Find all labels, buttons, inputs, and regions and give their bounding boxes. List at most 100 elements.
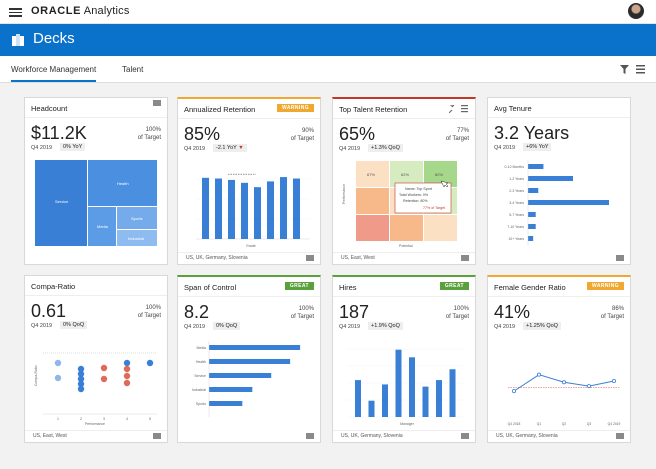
category-label: 5-7 Years bbox=[509, 213, 524, 217]
bar bbox=[528, 188, 539, 193]
card-avg-tenure[interactable]: Avg Tenure 3.2 Years Q4 2019 +6% YoY 0-1… bbox=[487, 97, 631, 265]
treemap-cell-sports[interactable] bbox=[117, 207, 157, 229]
comment-icon[interactable] bbox=[616, 255, 624, 261]
heatmap-cell[interactable] bbox=[424, 215, 457, 241]
comment-icon[interactable] bbox=[461, 433, 469, 439]
heatmap-cell[interactable] bbox=[424, 161, 457, 187]
kpi-delta: +1.3% QoQ bbox=[368, 144, 403, 152]
x-tick-label: 1 bbox=[57, 417, 59, 421]
decks-icon bbox=[12, 34, 24, 46]
heatmap-cell[interactable] bbox=[356, 188, 389, 214]
treemap-cell-service[interactable] bbox=[35, 160, 87, 246]
scatter-point bbox=[146, 359, 154, 367]
filter-summary: US, UK, Germany, Slovenia bbox=[341, 433, 403, 439]
card-footer: US, UK, Germany, Slovenia bbox=[488, 430, 630, 442]
app-header: ORACLE Analytics bbox=[0, 0, 656, 24]
card-hires[interactable]: Hires GREAT 187 100% of Target Q4 2019 +1… bbox=[332, 275, 476, 443]
kpi-period: Q4 2019 bbox=[184, 146, 206, 152]
treemap-chart[interactable]: Service Health Media Sports Industrial bbox=[31, 158, 161, 248]
bar bbox=[209, 359, 291, 364]
kpi-delta: +1.25% QoQ bbox=[523, 322, 561, 330]
heatmap-cell[interactable] bbox=[390, 161, 423, 187]
card-top-talent-retention[interactable]: Top Talent Retention 65% 77% of Target Q4… bbox=[332, 97, 476, 265]
line-point bbox=[537, 372, 542, 377]
kpi-value: 65% bbox=[339, 124, 376, 144]
x-axis-label: Performance bbox=[85, 422, 105, 426]
card-female-gender-ratio[interactable]: Female Gender Ratio WARNING 41% 86% of Ta… bbox=[487, 275, 631, 443]
bar bbox=[449, 369, 456, 417]
bar bbox=[209, 401, 243, 406]
kpi-period: Q4 2019 bbox=[494, 324, 516, 330]
heatmap-value: 82% bbox=[435, 172, 443, 177]
treemap-cell-industrial[interactable] bbox=[117, 230, 157, 246]
kpi-target: 86% of Target bbox=[600, 306, 624, 320]
card-headcount[interactable]: Headcount $11.2K 100% of Target Q4 2019 0… bbox=[24, 97, 168, 265]
bar-chart[interactable]: Grade bbox=[184, 159, 314, 249]
heatmap-value: 67% bbox=[367, 172, 375, 177]
x-tick-label: 4 bbox=[126, 417, 128, 421]
x-tick-label: Q4 2019 bbox=[608, 422, 621, 426]
heatmap-chart[interactable]: Performance 67% 62% 82% Potential Name: … bbox=[339, 159, 469, 249]
scatter-point bbox=[77, 385, 85, 393]
horizontal-bar-chart[interactable]: 0-12 Months 1-2 Years 2-3 Years 3-4 Years 5-… bbox=[494, 158, 624, 248]
axis-label: Potential bbox=[399, 244, 413, 248]
card-compa-ratio[interactable]: Compa-Ratio 0.61 100% of Target Q4 2019 0… bbox=[24, 275, 168, 443]
comment-icon[interactable] bbox=[306, 433, 314, 439]
kpi-period: Q4 2019 bbox=[339, 146, 361, 152]
card-footer: US, East, West bbox=[25, 430, 167, 442]
bar bbox=[267, 181, 274, 239]
svg-text:Retention: 80%: Retention: 80% bbox=[403, 199, 428, 203]
category-label: Service bbox=[194, 374, 206, 378]
bar bbox=[209, 373, 272, 378]
bar bbox=[528, 200, 609, 205]
card-title: Top Talent Retention bbox=[339, 105, 408, 114]
card-span-of-control[interactable]: Span of Control GREAT 8.2 100% of Target … bbox=[177, 275, 321, 443]
tab-workforce-management[interactable]: Workforce Management bbox=[11, 65, 97, 82]
comment-icon[interactable] bbox=[306, 255, 314, 261]
menu-icon[interactable] bbox=[461, 105, 468, 107]
scatter-chart[interactable]: 1 2 3 4 5 Compa-Ratio Performance bbox=[31, 336, 161, 426]
hamburger-menu-icon[interactable] bbox=[9, 8, 22, 17]
treemap-cell-media[interactable] bbox=[88, 207, 116, 246]
kpi-delta: 0% QoQ bbox=[60, 321, 88, 329]
category-label: 2-3 Years bbox=[509, 189, 524, 193]
bar bbox=[382, 384, 388, 417]
kpi-delta: -2.1 YoY ▼ bbox=[213, 144, 247, 152]
category-label: Media bbox=[196, 346, 206, 350]
heatmap-cell[interactable] bbox=[356, 161, 389, 187]
status-badge: WARNING bbox=[277, 104, 314, 112]
scatter-point bbox=[123, 359, 131, 367]
treemap-label: Sports bbox=[131, 216, 143, 221]
comment-icon[interactable] bbox=[616, 433, 624, 439]
bar-chart[interactable]: Manager bbox=[339, 337, 469, 427]
card-annualized-retention[interactable]: Annualized Retention WARNING 85% 90% of T… bbox=[177, 97, 321, 265]
comment-icon[interactable] bbox=[461, 255, 469, 261]
cursor-icon bbox=[440, 180, 449, 188]
svg-text:Name: Top Sport: Name: Top Sport bbox=[405, 187, 432, 191]
x-tick-label: Q2 bbox=[562, 422, 567, 426]
card-footer: US, UK, Germany, Slovenia bbox=[333, 430, 475, 442]
heatmap-cell[interactable] bbox=[356, 215, 389, 241]
tab-talent[interactable]: Talent bbox=[122, 65, 144, 74]
list-menu-icon[interactable] bbox=[636, 65, 645, 74]
heatmap-cell[interactable] bbox=[390, 215, 423, 241]
filter-icon[interactable] bbox=[620, 65, 629, 74]
bar bbox=[293, 178, 300, 239]
scatter-point bbox=[54, 374, 62, 382]
kpi-period: Q4 2019 bbox=[31, 323, 53, 329]
kpi-target: 77% of Target bbox=[445, 128, 469, 142]
horizontal-bar-chart[interactable]: Media Health Service Industrial Sports bbox=[184, 337, 314, 427]
kpi-value: 85% bbox=[184, 124, 221, 144]
comment-icon[interactable] bbox=[153, 100, 161, 106]
user-avatar[interactable] bbox=[628, 3, 644, 19]
treemap-label: Media bbox=[97, 224, 109, 229]
expand-icon[interactable] bbox=[449, 105, 455, 113]
card-title: Compa-Ratio bbox=[31, 282, 76, 291]
comment-icon[interactable] bbox=[153, 433, 161, 439]
brand-logo: ORACLE Analytics bbox=[31, 5, 130, 17]
card-title: Female Gender Ratio bbox=[494, 283, 566, 292]
treemap-cell-health[interactable] bbox=[88, 160, 157, 206]
line-chart[interactable]: Q4 2018 Q1 Q2 Q3 Q4 2019 bbox=[494, 337, 624, 427]
filter-summary: US, UK, Germany, Slovenia bbox=[186, 255, 248, 261]
kpi-delta: 0% YoY bbox=[60, 143, 86, 151]
